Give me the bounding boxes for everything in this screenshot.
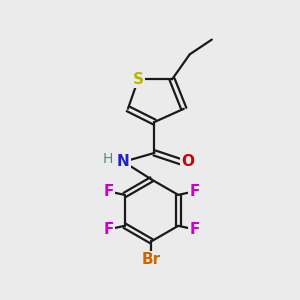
Text: H: H [103,152,113,167]
Text: N: N [117,154,130,169]
Text: Br: Br [142,252,161,267]
Text: O: O [181,154,194,169]
Text: F: F [189,184,200,199]
Text: F: F [103,222,114,237]
Text: F: F [189,222,200,237]
Text: S: S [133,72,144,87]
Text: F: F [103,184,114,199]
